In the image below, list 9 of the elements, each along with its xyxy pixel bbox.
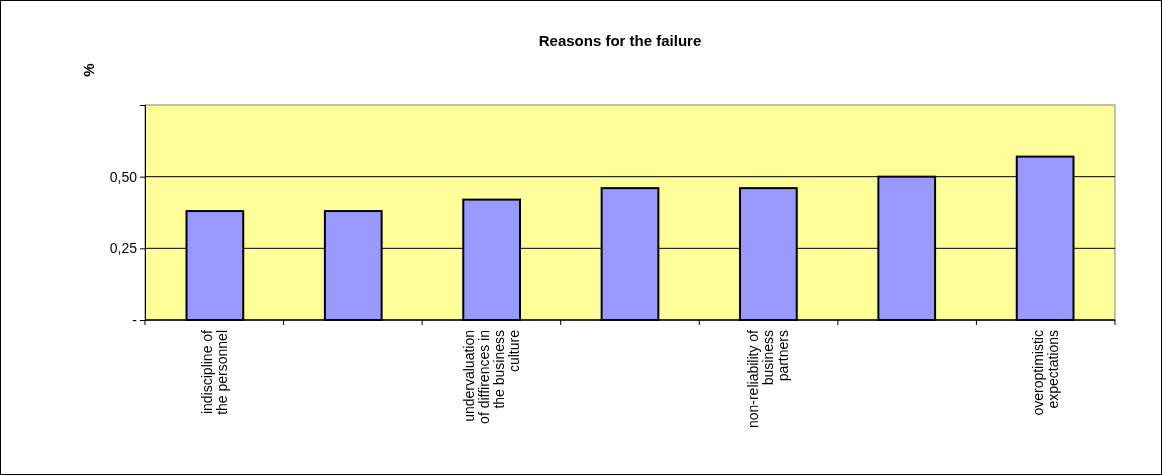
x-tick-label: overoptimistic expectations bbox=[1029, 330, 1061, 416]
x-tick-label: non-reliability of business partners bbox=[745, 329, 792, 429]
y-tick-label: 0,50 bbox=[109, 168, 138, 185]
y-tick-label: 0,25 bbox=[109, 240, 138, 257]
x-tick-label: undervaluation of diffirences in the business culture bbox=[461, 329, 523, 424]
y-axis-title: % bbox=[80, 63, 97, 77]
x-tick-label: indiscipline of the personnel bbox=[199, 329, 231, 415]
y-tick-label: - bbox=[132, 311, 138, 328]
chart-title: Reasons for the failure bbox=[538, 32, 702, 49]
